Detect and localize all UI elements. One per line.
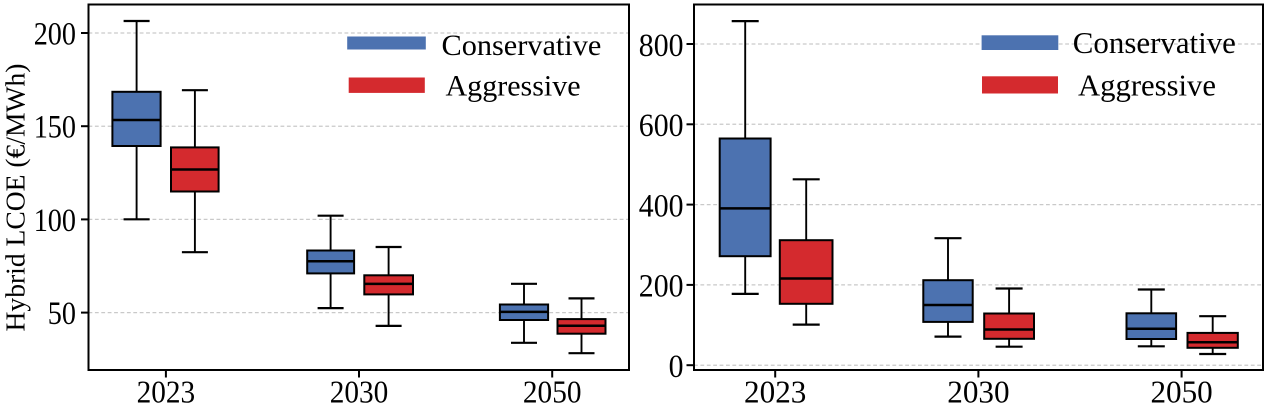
svg-text:Aggressive: Aggressive <box>446 70 581 102</box>
svg-text:400: 400 <box>639 188 684 224</box>
svg-text:50: 50 <box>48 296 76 332</box>
svg-text:Aggressive: Aggressive <box>1078 68 1216 103</box>
svg-text:200: 200 <box>639 269 684 305</box>
svg-text:2023: 2023 <box>744 373 806 407</box>
svg-text:150: 150 <box>34 110 76 146</box>
svg-text:2030: 2030 <box>330 374 389 407</box>
svg-text:2023: 2023 <box>137 374 196 407</box>
svg-text:Hybrid LCOE (€/MWh): Hybrid LCOE (€/MWh) <box>1 64 31 332</box>
svg-text:100: 100 <box>34 203 76 239</box>
svg-text:2050: 2050 <box>523 374 582 407</box>
svg-text:800: 800 <box>639 28 684 64</box>
svg-text:2030: 2030 <box>947 373 1009 407</box>
svg-text:Conservative: Conservative <box>442 30 602 62</box>
svg-text:600: 600 <box>639 108 684 144</box>
svg-text:Conservative: Conservative <box>1073 25 1236 60</box>
svg-text:2050: 2050 <box>1150 373 1212 407</box>
svg-text:200: 200 <box>34 16 76 52</box>
svg-text:0: 0 <box>669 349 684 385</box>
